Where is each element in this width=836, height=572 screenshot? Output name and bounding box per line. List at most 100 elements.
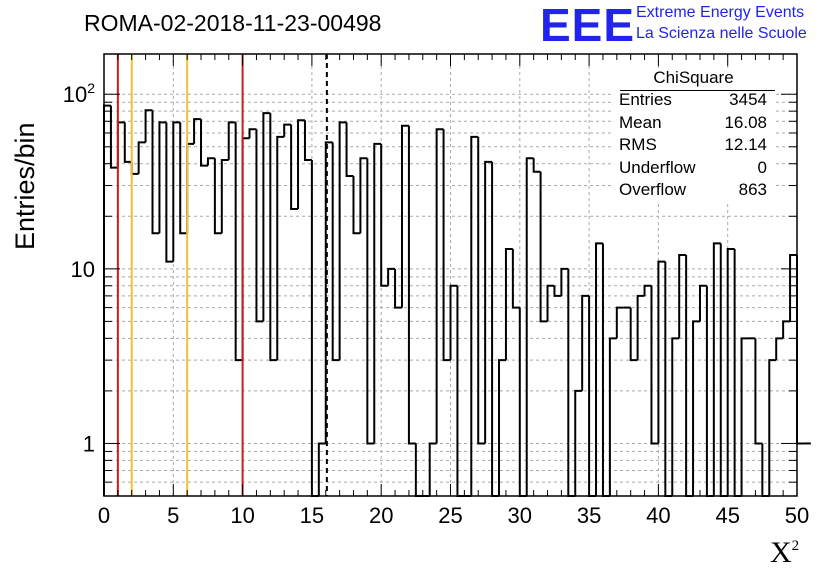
- histogram-bin: [685, 255, 694, 497]
- histogram-bin: [671, 337, 680, 496]
- histogram-bin: [726, 247, 735, 496]
- histogram-bin: [643, 284, 652, 296]
- histogram-bin: [553, 285, 562, 297]
- x-tick-label: 20: [369, 503, 393, 528]
- histogram-bin: [255, 129, 264, 323]
- histogram-bin: [560, 267, 569, 296]
- histogram-bin: [248, 128, 257, 139]
- histogram-bin: [158, 121, 167, 234]
- histogram-bin: [345, 122, 354, 178]
- threshold-lines: [116, 54, 328, 496]
- stats-box: ChiSquare Entries 3454 Mean 16.08 RMS 12…: [612, 68, 775, 203]
- histogram-bin: [151, 110, 160, 235]
- histogram-bin: [220, 159, 229, 234]
- histogram-bin: [352, 176, 361, 235]
- x-tick-label: 50: [785, 503, 809, 528]
- histogram-bin: [186, 142, 195, 234]
- histogram-bin: [442, 129, 451, 362]
- logo-tagline-2: La Scienza nelle Scuole: [636, 25, 807, 42]
- histogram-bin: [213, 158, 222, 235]
- histogram-bin: [608, 337, 617, 496]
- histogram-bin: [484, 160, 493, 444]
- stats-row: Overflow 863: [612, 180, 775, 203]
- histogram-bin: [740, 337, 749, 496]
- histogram-bin: [636, 294, 645, 361]
- stats-row-value: 863: [738, 180, 767, 199]
- x-tick-label: 10: [230, 503, 254, 528]
- histogram-bin: [200, 119, 208, 167]
- histogram-bin: [234, 122, 243, 362]
- x-tick-label: 0: [98, 503, 110, 528]
- histogram-bin: [193, 118, 202, 144]
- histogram-bin: [165, 122, 174, 263]
- y-tick-label: 10: [71, 257, 95, 282]
- histogram-bin: [581, 294, 590, 391]
- stats-row: RMS 12.14: [612, 135, 775, 158]
- histogram-bin: [241, 137, 250, 361]
- histogram-bin: [123, 122, 132, 163]
- histogram-bin: [144, 109, 153, 143]
- histogram-bin: [310, 160, 319, 497]
- stats-row-label: Overflow: [619, 180, 687, 199]
- histogram-bin: [712, 242, 721, 496]
- x-tick-label: 25: [438, 503, 462, 528]
- y-tick-label-superscript: 2: [87, 80, 95, 96]
- histogram-bin: [470, 135, 479, 496]
- histogram-bin: [657, 260, 666, 444]
- histogram-bin: [359, 157, 368, 234]
- histogram-bin: [477, 136, 486, 445]
- stats-row-label: RMS: [619, 135, 657, 154]
- histogram-bin: [588, 295, 597, 497]
- histogram-bin: [650, 285, 659, 445]
- histogram-bin: [678, 254, 687, 339]
- histogram-bin: [428, 442, 437, 496]
- histogram-bin: [103, 104, 111, 496]
- histogram-bin: [511, 248, 520, 309]
- histogram-bin: [262, 112, 271, 322]
- x-axis-label-superscript: 2: [791, 538, 800, 554]
- histogram-bin: [782, 320, 791, 339]
- x-tick-label: 30: [508, 503, 532, 528]
- stats-row-value: 12.14: [724, 135, 767, 154]
- histogram-bin: [137, 141, 146, 174]
- histogram-bin: [269, 113, 278, 362]
- histogram-bin: [317, 442, 326, 496]
- x-tick-label: 40: [646, 503, 670, 528]
- x-tick-label: 5: [167, 503, 179, 528]
- chart-title: ROMA-02-2018-11-23-00498: [84, 10, 382, 36]
- x-tick-label: 35: [577, 503, 601, 528]
- histogram-bin: [109, 105, 118, 169]
- histogram-bin: [539, 171, 548, 323]
- histogram-bin: [775, 337, 784, 361]
- histogram-bin: [504, 247, 513, 361]
- histogram-bin: [276, 135, 285, 361]
- histogram-bin: [387, 267, 396, 286]
- histogram-bin: [303, 120, 312, 162]
- stats-title: ChiSquare: [653, 68, 734, 87]
- histogram-bin: [574, 389, 583, 496]
- histogram-bin: [796, 255, 804, 445]
- stats-row-value: 3454: [729, 90, 767, 109]
- histogram-bin: [290, 124, 299, 211]
- histogram-bin: [754, 338, 763, 445]
- histogram-bin: [435, 128, 444, 444]
- histogram-bin: [768, 359, 777, 496]
- histogram-bin: [172, 121, 181, 262]
- stats-row-label: Underflow: [619, 157, 696, 177]
- x-axis-label-main: X: [770, 536, 792, 569]
- histogram-bin: [283, 123, 292, 137]
- logo-mark: EEE: [540, 0, 636, 51]
- histogram-bin: [366, 158, 375, 445]
- histogram-bin: [206, 157, 215, 166]
- x-tick-label: 15: [300, 503, 324, 528]
- stats-row-label: Mean: [619, 112, 662, 132]
- x-axis-label: X2: [770, 536, 799, 570]
- histogram-bin: [567, 268, 576, 497]
- x-tick-label: 45: [715, 503, 739, 528]
- histogram-bin: [324, 141, 333, 444]
- histogram-bin: [498, 359, 506, 496]
- histogram-bin: [400, 124, 409, 308]
- stats-row-value: 0: [757, 157, 767, 177]
